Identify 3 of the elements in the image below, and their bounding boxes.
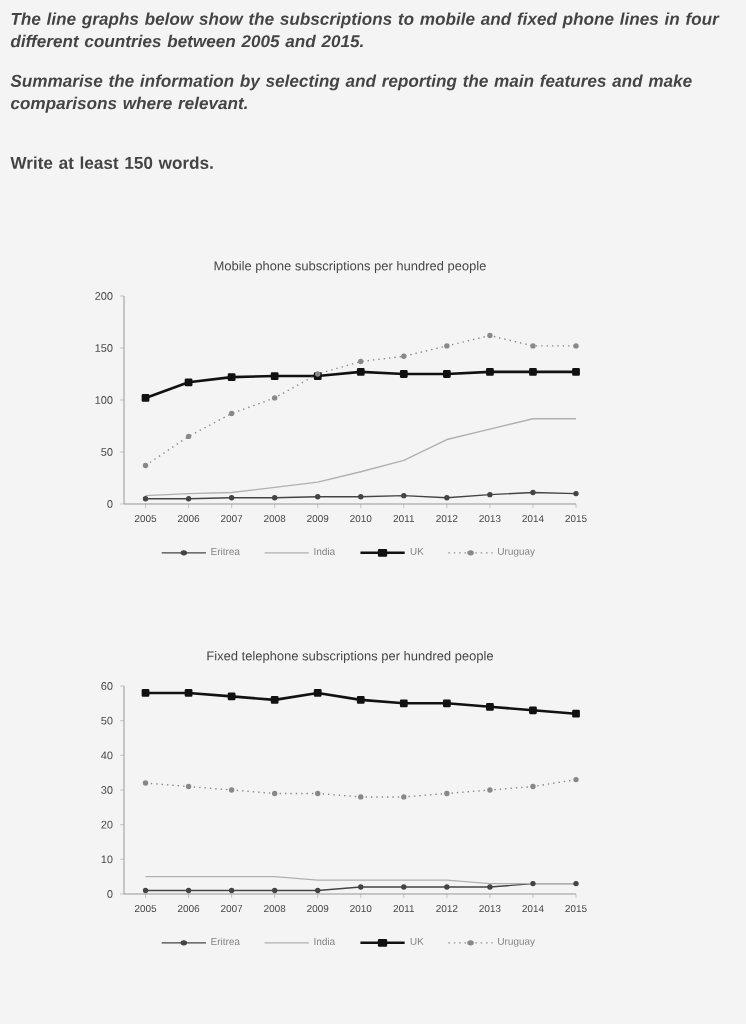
text: Write at least 150 words. [10, 156, 213, 169]
text: Summarise the information by selecting and reporting the main features and make comparisons where relevant. [10, 74, 692, 113]
text: The line graphs below show the subscriptions to mobile and fixed phone lines in four different countries between 2005 and 2015. [10, 12, 720, 48]
